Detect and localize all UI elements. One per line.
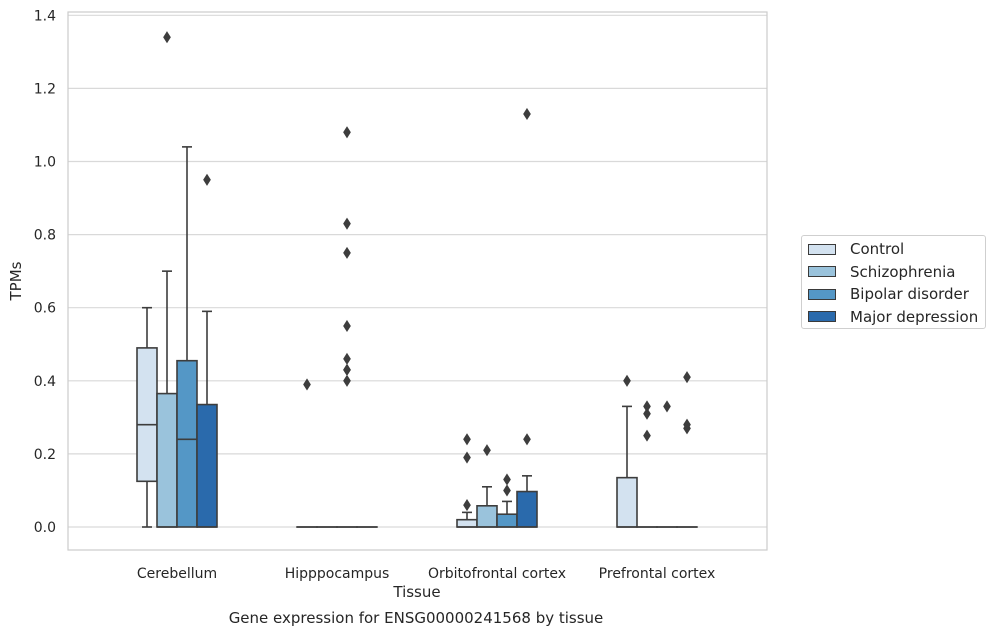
legend-swatch-schizophrenia [808,266,836,278]
box-iqr [516,490,538,528]
y-tick-label: 1.0 [34,155,56,171]
chart-caption: Gene expression for ENSG00000241568 by t… [228,609,604,627]
x-tick-labels: Cerebellum Hipppocampus Orbitofrontal cort… [137,566,715,582]
box-iqr [616,476,638,528]
y-tick-label: 1.2 [34,81,56,97]
outlier-point [163,31,171,44]
outlier-point [643,429,651,442]
box-bipolar-disorder [176,146,198,528]
outlier-point [343,374,351,387]
y-tick-label: 0.4 [34,374,56,390]
outlier-point [343,217,351,230]
legend-item-control: Control [808,238,985,261]
outlier-point [463,451,471,464]
outlier-point [683,371,691,384]
outlier-point [343,319,351,333]
legend-item-major-depression: Major depression [808,306,985,329]
box-major-depression [516,107,538,528]
outlier-point [523,107,531,121]
outlier-point [643,400,651,413]
outlier-point [503,484,511,497]
y-tick-label: 1.4 [34,8,56,24]
box-iqr [156,392,178,528]
box-iqr [196,403,218,528]
outlier-point [343,352,351,365]
y-tick-label: 0.6 [34,301,56,317]
y-tick-labels: 0.0 0.2 0.4 0.6 0.8 1.0 1.2 1.4 [34,8,56,536]
boxes-group [136,31,698,528]
box-iqr [476,505,498,528]
outlier-point [303,378,311,391]
legend-swatch-major-depression [808,311,836,323]
outlier-point [203,173,211,186]
y-tick-label: 0.8 [34,228,56,244]
x-tick-label: Prefrontal cortex [599,566,716,582]
legend-item-bipolar-disorder: Bipolar disorder [808,283,985,306]
box-iqr [136,347,158,483]
box-iqr [176,359,198,528]
y-tick-label: 0.2 [34,447,56,463]
x-axis-label: Tissue [392,583,440,601]
outlier-point [663,400,671,413]
outlier-point [463,433,471,446]
outlier-point [343,363,351,376]
legend-label-control: Control [850,240,905,259]
box-control [456,433,478,528]
box-control [616,374,638,528]
legend: Control Schizophrenia Bipolar disorder M… [801,235,986,329]
legend-swatch-control [808,243,836,255]
y-axis-label: TPMs [7,261,25,301]
box-bipolar-disorder [336,126,358,528]
x-tick-label: Hipppocampus [285,566,390,582]
legend-label-schizophrenia: Schizophrenia [850,262,956,281]
box-major-depression [196,173,218,528]
x-tick-label: Orbitofrontal cortex [428,566,566,582]
box-iqr [496,513,518,528]
outlier-point [523,433,531,446]
plot-frame [67,11,768,551]
box-schizophrenia [636,400,658,528]
legend-label-bipolar-disorder: Bipolar disorder [850,285,969,304]
y-tick-label: 0.0 [34,520,56,536]
x-tick-label: Cerebellum [137,566,217,582]
outlier-point [483,444,491,457]
legend-item-schizophrenia: Schizophrenia [808,261,985,284]
outlier-point [343,246,351,259]
outlier-point [623,374,631,387]
outlier-point [683,418,691,431]
legend-swatch-bipolar-disorder [808,288,836,300]
outlier-point [343,126,351,139]
box-major-depression [676,371,698,528]
legend-label-major-depression: Major depression [850,307,979,326]
box-bipolar-disorder [656,400,678,528]
outlier-point [463,499,471,512]
box-iqr [456,518,478,528]
outlier-point [503,473,511,486]
outlier-point [643,407,651,420]
